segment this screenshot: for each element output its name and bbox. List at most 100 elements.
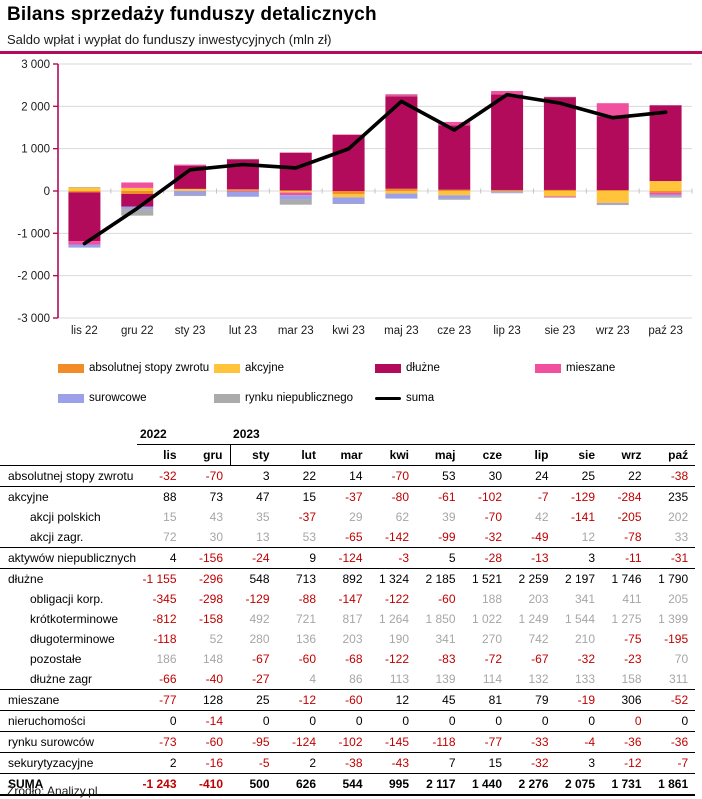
bar-segment-pink — [543, 196, 576, 198]
value-cell: 114 — [482, 672, 503, 686]
value-cell: 0 — [462, 710, 510, 732]
value-cell: -65 — [345, 530, 363, 544]
value-cell: -75 — [624, 632, 642, 646]
value-cell: 995 — [369, 773, 417, 796]
legend-swatch — [535, 363, 561, 373]
value-cell: -67 — [531, 652, 549, 666]
value-cell: 311 — [669, 672, 689, 686]
month-label: paź — [648, 444, 696, 466]
bar-segment-yellow — [385, 191, 418, 194]
value-cell: -43 — [369, 752, 417, 774]
value-cell: 72 — [163, 530, 177, 544]
value-cell: 1 324 — [369, 568, 417, 589]
value-cell: 45 — [416, 689, 463, 711]
bar-segment-pink — [174, 164, 207, 166]
value-cell: 15 — [163, 510, 177, 524]
table-row: dłużne -1 155 -296 548 713 892 1 324 2 185 1 521… — [0, 568, 696, 589]
bar-segment-orange — [332, 191, 365, 194]
bar-segment-periwinkle — [279, 195, 312, 200]
value-cell: -27 — [252, 672, 270, 686]
bar-segment-magenta — [596, 116, 629, 191]
bar-segment-yellow — [543, 191, 576, 197]
value-cell: 113 — [389, 672, 410, 686]
row-label: SUMA — [0, 773, 137, 796]
value-cell: 626 — [276, 773, 324, 796]
bar-segment-periwinkle — [385, 193, 418, 199]
bar-segment-magenta — [332, 134, 365, 191]
value-cell: 2 276 — [509, 773, 556, 796]
value-cell: 0 — [555, 710, 603, 732]
month-label: sty — [230, 444, 277, 466]
value-cell: -118 — [416, 731, 463, 753]
y-tick-label: -2 000 — [17, 271, 50, 283]
value-cell: 341 — [435, 632, 456, 646]
value-cell: 186 — [156, 652, 177, 666]
bar-segment-yellow — [121, 187, 154, 191]
value-cell: -124 — [276, 731, 324, 753]
value-cell: 1 544 — [564, 612, 596, 626]
bar-segment-gray — [279, 199, 312, 205]
value-cell: 53 — [416, 465, 463, 487]
value-cell: -40 — [205, 672, 224, 686]
row-label: obligacji korp. — [30, 592, 104, 606]
legend-label: rynku niepublicznego — [245, 392, 354, 404]
value-cell: -122 — [384, 592, 410, 606]
value-cell: -80 — [369, 486, 417, 507]
bar-segment-magenta — [649, 105, 682, 182]
value-cell: -102 — [323, 731, 370, 753]
bar-segment-pink — [226, 191, 259, 192]
table-row: SUMA -1 243 -410 500 626 544 995 2 117 1 440 2 27… — [0, 773, 696, 796]
x-tick-label: paź 23 — [648, 325, 683, 337]
year-label: 2023 — [230, 424, 696, 445]
value-cell: -19 — [555, 689, 603, 711]
value-cell: 1 521 — [462, 568, 510, 589]
bar-segment-gray — [543, 96, 576, 98]
value-cell: -12 — [276, 689, 324, 711]
value-cell: -7 — [648, 752, 696, 774]
bar-segment-orange — [543, 189, 576, 191]
row-label: sekurytyzacyjne — [0, 752, 137, 774]
row-label: aktywów niepublicznych — [0, 547, 137, 569]
value-cell: -1 155 — [137, 568, 184, 589]
value-cell: 136 — [295, 632, 317, 646]
value-cell: -284 — [602, 486, 649, 507]
value-cell: 280 — [249, 632, 270, 646]
y-tick-label: -1 000 — [17, 228, 50, 240]
value-cell: 0 — [602, 710, 649, 732]
funds-table: 2022 2023 lis gru sty lut mar kwi maj cze lip sie wr… — [0, 424, 696, 796]
bar-segment-periwinkle — [649, 194, 682, 197]
bar-segment-gray — [649, 196, 682, 198]
value-cell: 1 746 — [602, 568, 649, 589]
bar-segment-gray — [385, 94, 418, 95]
value-cell: 0 — [369, 710, 417, 732]
value-cell: -7 — [509, 486, 556, 507]
value-cell: -70 — [183, 465, 231, 487]
corner-cell — [0, 444, 137, 466]
value-cell: -118 — [153, 632, 177, 646]
value-cell: 5 — [416, 547, 463, 569]
bar-segment-periwinkle — [68, 244, 101, 248]
legend-swatch — [375, 363, 401, 373]
value-cell: -205 — [617, 510, 642, 524]
value-cell: -60 — [298, 652, 317, 666]
value-cell: 0 — [648, 710, 696, 732]
x-tick-label: mar 23 — [278, 325, 314, 337]
value-cell: 1 861 — [648, 773, 696, 796]
funds-table-wrap: 2022 2023 lis gru sty lut mar kwi maj cze lip sie wr… — [0, 424, 702, 796]
legend-item-line: suma — [375, 392, 434, 404]
value-cell: 4 — [137, 547, 184, 569]
value-cell: 492 — [249, 612, 270, 626]
value-cell: 133 — [574, 672, 596, 686]
y-tick-label: 2 000 — [21, 101, 50, 113]
value-cell: 13 — [256, 530, 270, 544]
x-tick-label: maj 23 — [384, 325, 419, 337]
row-label: nieruchomości — [0, 710, 137, 732]
month-label: gru — [183, 444, 231, 466]
table-row: długoterminowe -118 52 280 136 203 190 341 270 74… — [0, 629, 695, 649]
value-cell: -77 — [137, 689, 184, 711]
value-cell: 22 — [276, 465, 324, 487]
bar-segment-orange — [121, 191, 154, 194]
value-cell: 1 731 — [602, 773, 649, 796]
value-cell: 742 — [528, 632, 549, 646]
value-cell: 1 850 — [425, 612, 456, 626]
